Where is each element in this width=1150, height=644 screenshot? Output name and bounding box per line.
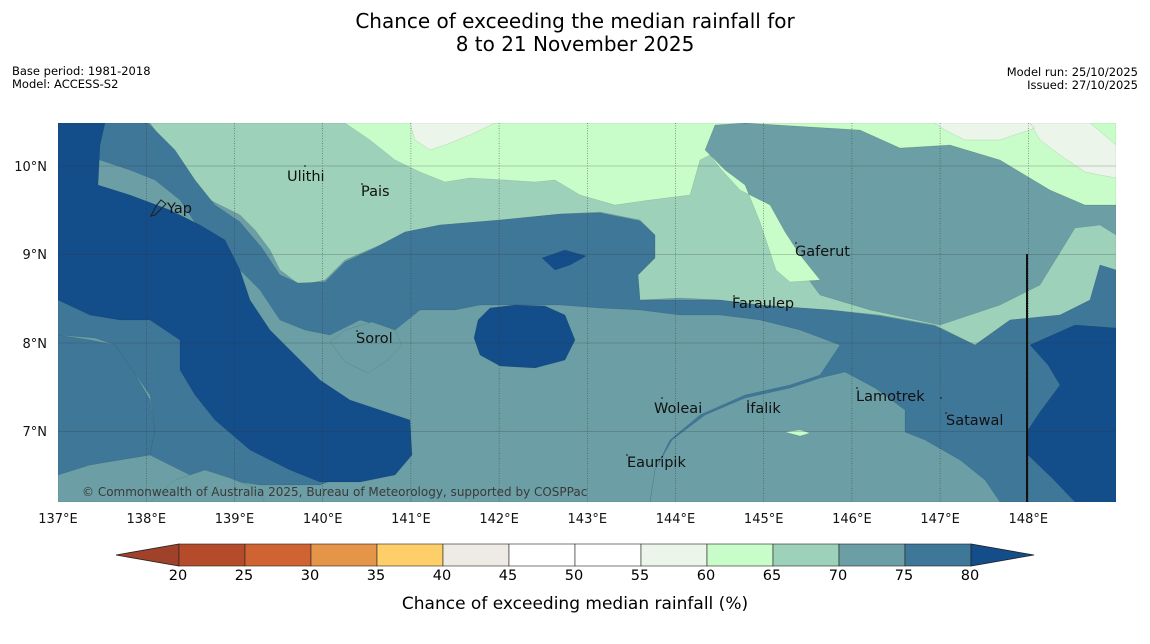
colorbar-bin <box>244 543 312 567</box>
colorbar-bin <box>904 543 972 567</box>
lat-label: 10°N <box>14 160 47 175</box>
latitude-labels: 10°N 9°N 8°N 7°N <box>14 160 47 440</box>
contour-70-75-south <box>149 469 266 502</box>
colorbar-bin <box>376 543 444 567</box>
gridlines <box>146 123 1029 502</box>
colorbar-title: Chance of exceeding median rainfall (%) <box>401 594 749 614</box>
lon-label: 143°E <box>568 512 608 527</box>
colorbar-bin <box>706 543 774 567</box>
contour-layers <box>58 123 1116 502</box>
lon-label: 141°E <box>391 512 431 527</box>
place-lamotrek: Lamotrek <box>856 389 925 405</box>
lon-label: 148°E <box>1009 512 1049 527</box>
place-satawal: Satawal <box>946 413 1003 429</box>
colorbar-tick-label: 45 <box>498 568 518 584</box>
place-markers <box>149 165 947 456</box>
contour-60-65-islet <box>784 429 811 437</box>
colorbar-tick-label: 60 <box>696 568 716 584</box>
colorbar-tick-label: 80 <box>960 568 980 584</box>
place-sorol: Sorol <box>356 331 393 347</box>
lon-label: 139°E <box>215 512 255 527</box>
place-eauripik: Eauripik <box>627 455 686 471</box>
colorbar-tick-label: 20 <box>168 568 188 584</box>
contour-60-65 <box>344 123 1116 283</box>
colorbar-tick-label: 50 <box>564 568 584 584</box>
title-line-1: Chance of exceeding the median rainfall … <box>355 9 795 33</box>
lat-label: 8°N <box>23 337 48 352</box>
longitude-labels: 137°E 138°E 139°E 140°E 141°E 142°E 143°… <box>38 512 1048 527</box>
model-name: Model: ACCESS-S2 <box>12 76 119 91</box>
colorbar-bin <box>838 543 906 567</box>
lon-label: 147°E <box>920 512 960 527</box>
colorbar-bin <box>640 543 708 567</box>
lon-label: 138°E <box>127 512 167 527</box>
base-period: Base period: 1981-2018 <box>12 64 151 78</box>
colorbar-tick-label: 40 <box>432 568 452 584</box>
place-labels: Ulithi Pais Yap Gaferut Faraulep Sorol L… <box>166 169 1003 471</box>
colorbar-tick-label: 65 <box>762 568 782 584</box>
place-faraulep: Faraulep <box>732 296 794 312</box>
lon-label: 140°E <box>303 512 343 527</box>
meta-right: Model run: 25/10/2025 Issued: 27/10/2025 <box>1007 66 1138 91</box>
place-yap: Yap <box>166 201 192 217</box>
map-title: Chance of exceeding the median rainfall … <box>0 10 1150 56</box>
colorbar-tick-label: 70 <box>828 568 848 584</box>
colorbar-bins <box>178 543 972 567</box>
contour-80plus-central <box>473 304 576 369</box>
colorbar-bin <box>178 543 246 567</box>
lon-label: 146°E <box>832 512 872 527</box>
colorbar-bin <box>442 543 510 567</box>
place-ifalik: Ifalik <box>746 401 781 417</box>
issued-date: Issued: 27/10/2025 <box>1027 77 1138 92</box>
copyright-notice: © Commonwealth of Australia 2025, Bureau… <box>82 485 587 499</box>
lat-gridlines <box>58 165 1116 432</box>
lat-label: 9°N <box>23 248 48 263</box>
place-pais: Pais <box>361 184 390 200</box>
colorbar-tick-label: 35 <box>366 568 386 584</box>
place-gaferut: Gaferut <box>795 244 850 260</box>
lat-label: 7°N <box>23 425 48 440</box>
model-run: Model run: 25/10/2025 <box>1006 65 1138 79</box>
contour-70-75-southeast <box>649 371 1001 502</box>
yap-island <box>149 199 167 217</box>
title-line-2: 8 to 21 November 2025 <box>455 32 695 56</box>
colorbar <box>115 543 1035 567</box>
colorbar-tick-label: 75 <box>894 568 914 584</box>
colorbar-bin <box>574 543 642 567</box>
contour-70-75-sorol <box>329 321 403 374</box>
lon-label: 144°E <box>656 512 696 527</box>
colorbar-bin <box>508 543 576 567</box>
place-ulithi: Ulithi <box>287 169 325 185</box>
contour-80plus-small <box>541 249 587 271</box>
colorbar-bin <box>772 543 840 567</box>
meta-left: Base period: 1981-2018 Model: ACCESS-S2 <box>12 65 151 90</box>
colorbar-high-extension <box>970 543 1035 567</box>
colorbar-tick-label: 25 <box>234 568 254 584</box>
contour-55-60 <box>409 123 1116 179</box>
colorbar-bin <box>310 543 378 567</box>
lon-label: 137°E <box>38 512 78 527</box>
colorbar-tick-label: 30 <box>300 568 320 584</box>
colorbar-tick-label: 55 <box>630 568 650 584</box>
contour-80plus-west <box>58 123 413 483</box>
place-woleai: Woleai <box>654 401 702 417</box>
contour-80plus-east <box>1027 324 1116 502</box>
lon-label: 142°E <box>479 512 519 527</box>
lon-label: 145°E <box>744 512 784 527</box>
colorbar-low-extension <box>115 543 180 567</box>
